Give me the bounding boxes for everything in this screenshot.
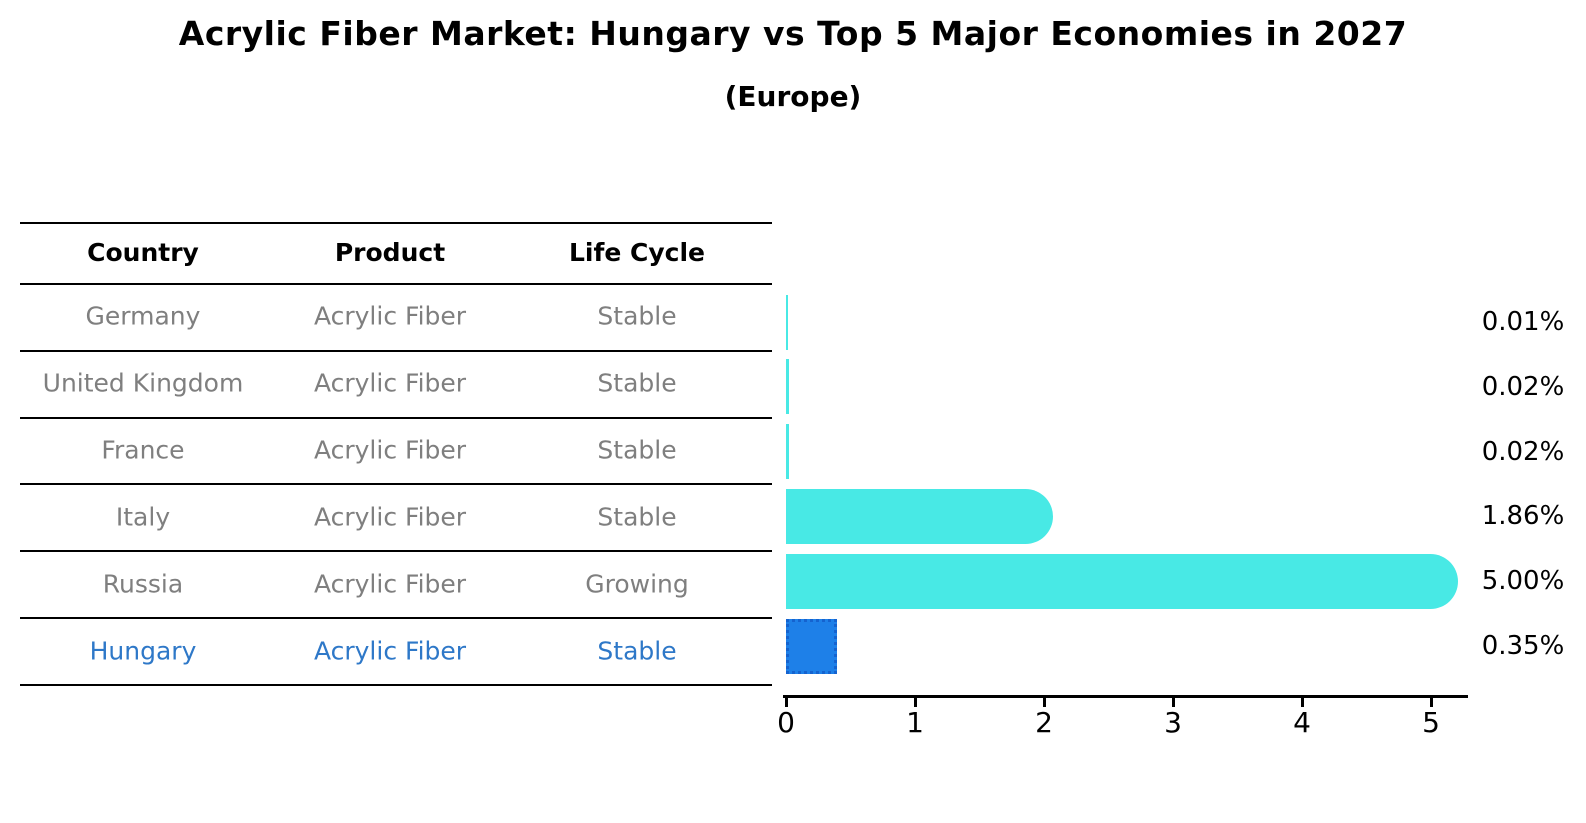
table-cell-country: Italy xyxy=(115,502,171,532)
chart-subtitle: (Europe) xyxy=(724,80,862,113)
bar-france xyxy=(786,424,789,480)
table-gridline xyxy=(20,617,772,619)
table-gridline xyxy=(20,483,772,485)
table-cell-life_cycle: Stable xyxy=(597,368,677,398)
table-cell-product: Acrylic Fiber xyxy=(313,368,467,398)
table-cell-country: United Kingdom xyxy=(42,368,244,398)
bar-hungary xyxy=(786,618,838,674)
value-label: 0.35% xyxy=(1481,631,1565,661)
table-cell-life_cycle: Stable xyxy=(597,502,677,532)
table-cell-country: France xyxy=(101,435,185,465)
table-gridline xyxy=(20,684,772,686)
table-cell-product: Acrylic Fiber xyxy=(313,301,467,331)
bar-germany xyxy=(786,294,788,350)
x-tick-mark xyxy=(1042,695,1046,707)
table-cell-product: Acrylic Fiber xyxy=(313,569,467,599)
x-tick-label: 4 xyxy=(1293,706,1311,739)
x-tick-label: 1 xyxy=(906,706,924,739)
x-tick-label: 5 xyxy=(1422,706,1440,739)
x-tick-mark xyxy=(1171,695,1175,707)
value-label: 1.86% xyxy=(1481,501,1565,532)
table-cell-country: Russia xyxy=(102,569,184,599)
table-cell-product: Acrylic Fiber xyxy=(313,502,467,532)
chart-title: Acrylic Fiber Market: Hungary vs Top 5 M… xyxy=(178,14,1408,53)
column-header-product: Product xyxy=(334,238,446,267)
bar-russia xyxy=(786,553,1458,609)
table-gridline xyxy=(20,222,772,224)
x-tick-mark xyxy=(1429,695,1433,707)
x-tick-mark xyxy=(784,695,788,707)
x-tick-label: 2 xyxy=(1035,706,1053,739)
column-header-country: Country xyxy=(87,238,199,267)
x-tick-label: 3 xyxy=(1164,706,1182,739)
bar-italy xyxy=(786,488,1053,544)
bar-united-kingdom xyxy=(786,359,789,415)
value-label: 5.00% xyxy=(1481,566,1565,597)
value-label: 0.01% xyxy=(1481,307,1565,337)
table-cell-life_cycle: Stable xyxy=(597,301,677,331)
table-cell-life_cycle: Growing xyxy=(585,569,689,599)
value-label: 0.02% xyxy=(1481,371,1565,402)
table-gridline xyxy=(20,417,772,419)
table-cell-life_cycle: Stable xyxy=(597,435,677,465)
x-tick-mark xyxy=(1300,695,1304,707)
table-cell-country: Germany xyxy=(85,301,201,331)
x-tick-mark xyxy=(913,695,917,707)
value-label: 0.02% xyxy=(1481,436,1565,467)
table-cell-product: Acrylic Fiber xyxy=(313,636,467,666)
table-gridline xyxy=(20,350,772,352)
x-axis-line xyxy=(783,695,1468,698)
table-cell-life_cycle: Stable xyxy=(597,636,677,666)
table-cell-product: Acrylic Fiber xyxy=(313,435,467,465)
column-header-lifecycle: Life Cycle xyxy=(568,238,706,267)
x-tick-label: 0 xyxy=(777,706,795,739)
table-gridline xyxy=(20,550,772,552)
table-cell-country: Hungary xyxy=(89,636,197,666)
table-gridline xyxy=(20,283,772,285)
